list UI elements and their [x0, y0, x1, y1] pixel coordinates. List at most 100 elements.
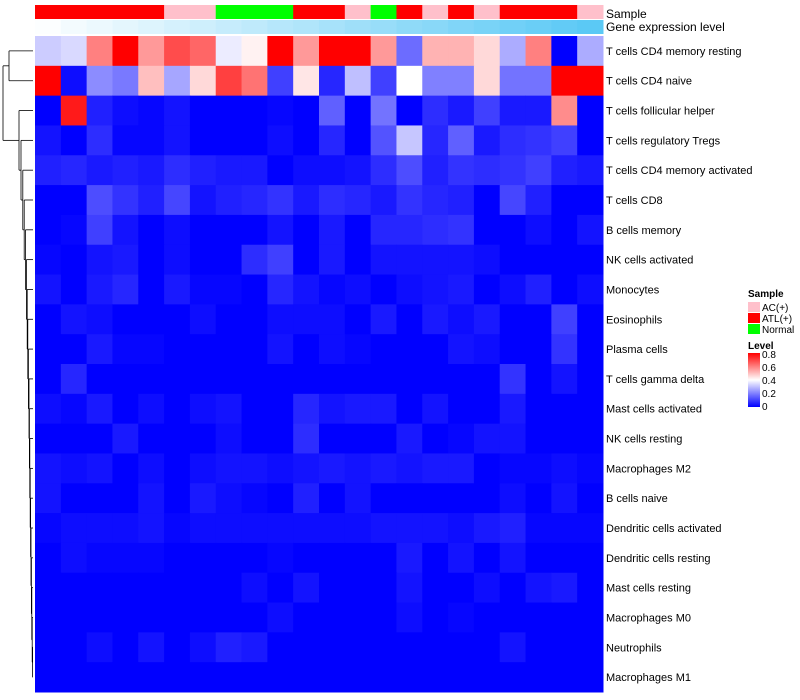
heatmap-cell	[344, 214, 372, 246]
heatmap-cell	[551, 125, 578, 156]
expression-annotation-cell	[112, 20, 139, 34]
heatmap-cell	[189, 513, 217, 544]
heatmap-cell	[396, 334, 423, 365]
heatmap-cell	[189, 602, 217, 633]
heatmap-cell	[551, 513, 578, 544]
heatmap-cell	[499, 572, 527, 604]
heatmap-cell	[86, 364, 113, 395]
heatmap-cell	[293, 304, 320, 335]
heatmap-cell	[577, 185, 604, 216]
heatmap-cell	[293, 364, 320, 395]
heatmap-cell	[370, 36, 397, 67]
heatmap-cell	[112, 155, 139, 186]
heatmap-cell	[189, 185, 217, 216]
heatmap-cell	[215, 36, 243, 67]
heatmap-cell	[189, 393, 217, 425]
heatmap-cell	[473, 513, 501, 544]
heatmap-cell	[189, 632, 217, 663]
heatmap-cell	[138, 334, 165, 365]
heatmap-cell	[396, 244, 423, 276]
heatmap-cell	[189, 662, 217, 693]
expression-annotation-cell	[215, 20, 243, 34]
heatmap-cell	[164, 602, 191, 633]
heatmap-cell	[112, 244, 139, 276]
expression-annotation-cell	[370, 20, 397, 34]
row-label: T cells regulatory Tregs	[606, 135, 721, 147]
heatmap-cell	[525, 214, 552, 246]
heatmap-cell	[138, 364, 165, 395]
heatmap-cell	[215, 65, 243, 97]
heatmap-cell	[577, 274, 604, 305]
heatmap-cell	[86, 483, 113, 514]
heatmap-cell	[551, 423, 578, 454]
heatmap-cell	[189, 542, 217, 574]
heatmap-cell	[396, 125, 423, 156]
heatmap-cell	[241, 155, 268, 186]
level-legend-tick: 0.6	[762, 363, 776, 374]
heatmap-cell	[422, 155, 449, 186]
heatmap-cell	[60, 125, 88, 156]
heatmap-cell	[448, 36, 475, 67]
heatmap-cell	[577, 453, 604, 484]
heatmap-cell	[35, 393, 62, 425]
heatmap-cell	[86, 513, 113, 544]
heatmap-cell	[138, 632, 165, 663]
heatmap-cell	[577, 65, 604, 97]
heatmap-cell	[525, 542, 552, 574]
heatmap-cell	[164, 572, 191, 604]
sample-legend-label: Normal	[762, 325, 794, 336]
expression-annotation-cell	[164, 20, 191, 34]
expression-annotation-cell	[138, 20, 165, 34]
sample-annotation-cell	[189, 5, 217, 19]
heatmap-cell	[344, 95, 372, 126]
heatmap-cell	[164, 65, 191, 97]
heatmap-cell	[35, 542, 62, 574]
heatmap-cell	[293, 453, 320, 484]
heatmap-cell	[319, 483, 346, 514]
heatmap-cell	[241, 632, 268, 663]
heatmap-cell	[422, 542, 449, 574]
heatmap-cell	[344, 453, 372, 484]
heatmap-cell	[241, 125, 268, 156]
heatmap-cell	[577, 632, 604, 663]
heatmap-cell	[35, 572, 62, 604]
sample-annotation-cell	[344, 5, 372, 19]
heatmap-cell	[344, 513, 372, 544]
heatmap-cell	[344, 155, 372, 186]
heatmap-cell	[60, 155, 88, 186]
heatmap-cell	[525, 65, 552, 97]
heatmap-cell	[448, 632, 475, 663]
heatmap-cell	[35, 632, 62, 663]
heatmap-cell	[112, 423, 139, 454]
heatmap-cell	[473, 483, 501, 514]
heatmap-cell	[499, 155, 527, 186]
heatmap-cell	[525, 364, 552, 395]
sample-legend-label: ATL(+)	[762, 314, 792, 325]
heatmap-cell	[473, 662, 501, 693]
heatmap-cell	[499, 483, 527, 514]
heatmap-cell	[189, 572, 217, 604]
heatmap-cell	[267, 364, 294, 395]
expression-annotation-cell	[448, 20, 475, 34]
heatmap-cell	[577, 602, 604, 633]
heatmap-cell	[499, 244, 527, 276]
sample-annotation-cell	[86, 5, 113, 19]
sample-annotation-cell	[267, 5, 294, 19]
heatmap-cell	[267, 513, 294, 544]
heatmap-cell	[267, 453, 294, 484]
heatmap-cell	[473, 542, 501, 574]
heatmap-cell	[344, 274, 372, 305]
heatmap-cell	[344, 483, 372, 514]
heatmap-cell	[293, 393, 320, 425]
heatmap-cell	[396, 393, 423, 425]
heatmap-cell	[448, 423, 475, 454]
heatmap-cell	[60, 572, 88, 604]
heatmap-cell	[267, 662, 294, 693]
heatmap-cell	[448, 513, 475, 544]
heatmap-cell	[525, 334, 552, 365]
level-legend-title: Level	[748, 341, 774, 352]
heatmap-cell	[448, 274, 475, 305]
heatmap-cell	[267, 542, 294, 574]
heatmap-cell	[370, 602, 397, 633]
heatmap-cell	[35, 453, 62, 484]
